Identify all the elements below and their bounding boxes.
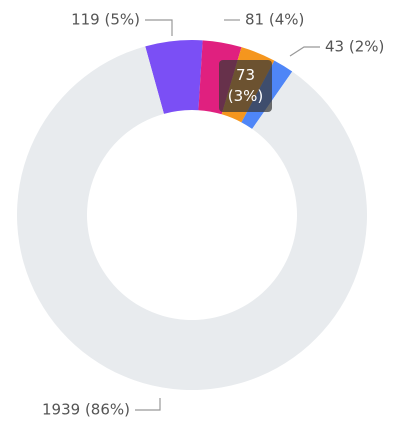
- donut-slice: [16, 46, 367, 390]
- slice-label: 119 (5%): [71, 11, 140, 29]
- slice-label: 1939 (86%): [42, 401, 130, 419]
- donut-slice: [145, 40, 203, 114]
- leader-line: [135, 398, 161, 411]
- slice-label: 73 (3%): [227, 66, 264, 105]
- leader-line: [289, 46, 320, 57]
- slice-label: 81 (4%): [245, 11, 304, 29]
- leader-line: [145, 19, 173, 36]
- label-wrap: 73 (3%): [219, 60, 272, 112]
- slice-label: 43 (2%): [325, 38, 384, 56]
- label-box-content: 73 (3%): [219, 60, 272, 112]
- label-box: [219, 60, 272, 112]
